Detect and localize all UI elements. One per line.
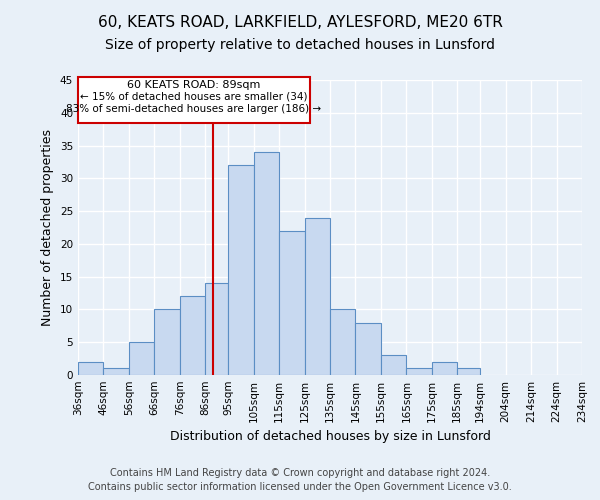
Bar xyxy=(129,342,154,375)
Text: Contains HM Land Registry data © Crown copyright and database right 2024.
Contai: Contains HM Land Registry data © Crown c… xyxy=(88,468,512,492)
Y-axis label: Number of detached properties: Number of detached properties xyxy=(41,129,55,326)
Bar xyxy=(180,296,205,375)
Bar xyxy=(432,362,457,375)
Bar xyxy=(381,356,406,375)
Bar xyxy=(205,283,228,375)
Text: ← 15% of detached houses are smaller (34): ← 15% of detached houses are smaller (34… xyxy=(80,92,308,102)
Bar xyxy=(103,368,129,375)
X-axis label: Distribution of detached houses by size in Lunsford: Distribution of detached houses by size … xyxy=(170,430,490,444)
Text: 60, KEATS ROAD, LARKFIELD, AYLESFORD, ME20 6TR: 60, KEATS ROAD, LARKFIELD, AYLESFORD, ME… xyxy=(98,15,502,30)
Bar xyxy=(254,152,279,375)
Text: Size of property relative to detached houses in Lunsford: Size of property relative to detached ho… xyxy=(105,38,495,52)
Bar xyxy=(279,231,305,375)
Bar xyxy=(355,322,381,375)
Bar xyxy=(406,368,432,375)
Bar xyxy=(330,310,355,375)
Text: 60 KEATS ROAD: 89sqm: 60 KEATS ROAD: 89sqm xyxy=(127,80,260,90)
FancyBboxPatch shape xyxy=(78,76,310,122)
Bar xyxy=(305,218,330,375)
Bar xyxy=(154,310,180,375)
Bar xyxy=(78,362,103,375)
Text: 83% of semi-detached houses are larger (186) →: 83% of semi-detached houses are larger (… xyxy=(66,104,322,114)
Bar xyxy=(457,368,480,375)
Bar xyxy=(228,165,254,375)
